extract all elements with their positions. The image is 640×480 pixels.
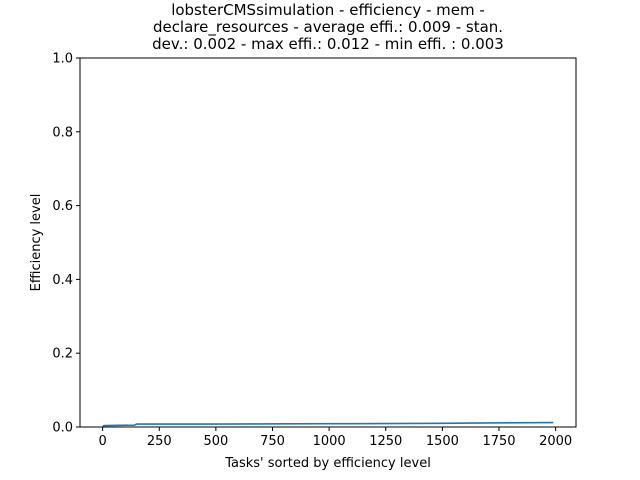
x-tick-label: 250 <box>147 434 172 449</box>
x-tick-label: 1000 <box>313 434 346 449</box>
y-axis-label: Efficiency level <box>29 194 44 292</box>
plot-series-group <box>102 421 554 427</box>
y-tick-label: 0.6 <box>52 199 73 214</box>
chart-title: lobsterCMSsimulation - efficiency - mem … <box>152 1 504 53</box>
plot-area-frame <box>79 57 577 428</box>
x-tick-label: 2000 <box>539 434 572 449</box>
x-axis-ticks: 0 250 500 750 1000 1250 1500 1750 2000 <box>99 427 572 449</box>
x-tick-label: 1500 <box>426 434 459 449</box>
efficiency-series-line <box>102 421 554 427</box>
title-line-3: dev.: 0.002 - max effi.: 0.012 - min eff… <box>152 35 504 53</box>
x-axis-label: Tasks' sorted by efficiency level <box>224 456 431 471</box>
x-tick-label: 1750 <box>482 434 515 449</box>
y-tick-label: 0.4 <box>52 273 73 288</box>
y-tick-label: 1.0 <box>52 52 73 67</box>
y-tick-label: 0.0 <box>52 421 73 436</box>
title-line-1: lobsterCMSsimulation - efficiency - mem … <box>171 1 485 19</box>
x-tick-label: 0 <box>99 434 107 449</box>
x-tick-label: 750 <box>260 434 285 449</box>
y-axis-ticks: 0.0 0.2 0.4 0.6 0.8 1.0 <box>52 52 80 436</box>
title-line-2: declare_resources - average effi.: 0.009… <box>153 18 503 37</box>
x-tick-label: 500 <box>203 434 228 449</box>
y-tick-label: 0.2 <box>52 347 73 362</box>
y-tick-label: 0.8 <box>52 125 73 140</box>
x-tick-label: 1250 <box>369 434 402 449</box>
